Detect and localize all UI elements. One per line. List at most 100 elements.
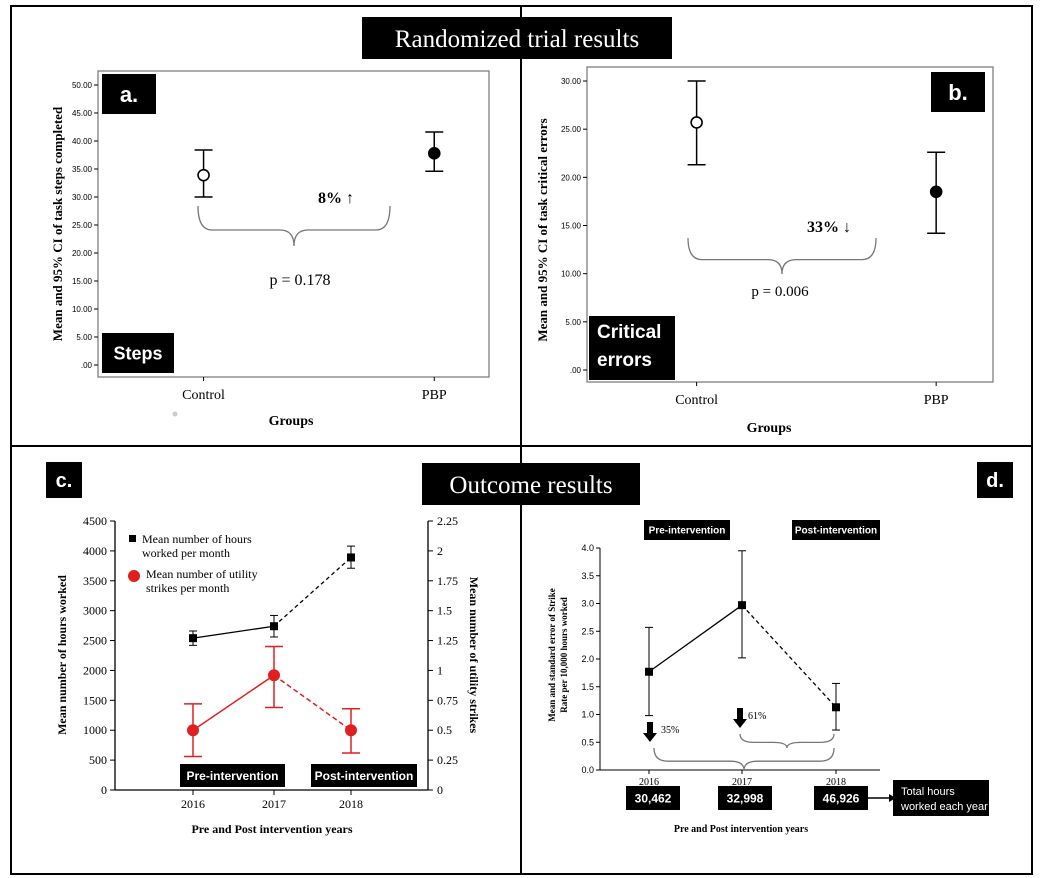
y-tick-label: 25.00 [72,221,93,230]
left-y-tick-label: 4500 [83,514,107,528]
y-tick-label: 15.00 [561,222,582,231]
stray-dot [172,411,178,417]
rate-line-post [741,604,837,708]
rate-point [645,667,653,676]
post-comparison-brace [739,733,835,749]
left-y-tick-label: 3000 [83,604,107,618]
y-tick-label: .00 [81,361,93,370]
panel-label-c-box [46,462,82,498]
right-y-tick-label: 1.25 [437,634,458,648]
y-tick-label: 0.0 [581,765,594,775]
total-hours-2017-box [718,786,772,810]
y-tick-label: 5.00 [565,318,581,327]
post-intervention-label-text: Post-intervention [795,526,877,537]
total-hours-2018-box [814,786,868,810]
total-hours-caption-box [893,780,989,816]
y-tick-label: 10.00 [561,270,582,279]
corner-label-line-1: Critical [597,322,661,343]
y-tick-label: 4.0 [581,543,594,553]
x-axis-title: Groups [747,421,792,436]
strikes-point [345,724,357,737]
x-tick-label: 2016 [639,777,659,788]
plot-frame [97,70,490,378]
y-tick-label: 20.00 [72,249,93,258]
corner-label-line-2: errors [597,350,652,371]
panel-frames [10,5,1033,875]
strikes-point [268,669,280,682]
panel-c-outcome-hours-strikes-chart: c. 0 500 1000 1500 2000 2500 3000 3500 4000 4500 0 0… [46,462,481,836]
y-tick-label: .00 [570,366,582,375]
change-annotation: 8% ↑ [318,190,354,207]
total-hours-2017-text: 32,998 [727,791,764,805]
y-tick-label: 0.5 [581,737,594,747]
hours-point [270,622,278,631]
total-hours-2018-text: 46,926 [823,791,860,805]
total-hours-2016-text: 30,462 [635,791,672,805]
pre-intervention-label-text: Pre-intervention [649,526,726,537]
pbp-mean-point [929,185,943,199]
left-y-tick-label: 500 [89,753,107,767]
x-tick-label: PBP [924,393,949,408]
y-axis-title: Mean and 95% CI of task critical errors [535,118,550,341]
right-y-tick-label: 2.25 [437,514,458,528]
down-arrow-icon [733,708,747,728]
right-y-tick-label: 1.75 [437,574,458,588]
x-tick-label: PBP [422,388,447,403]
panel-label-d-text: d. [986,470,1004,492]
legend-hours-label-1: Mean number of hours [142,532,252,546]
comparison-brace [687,237,877,275]
right-y-tick-label: 2 [437,544,443,558]
y-tick-label: 20.00 [561,173,582,182]
critical-errors-corner-box [589,316,675,380]
x-tick-label: Control [675,393,718,408]
rate-point [832,703,840,712]
panel-a-steps-chart: .00 5.00 10.00 15.00 20.00 25.00 30.00 35.00 40.… [50,70,490,429]
p-value-annotation: p = 0.178 [269,272,330,289]
left-y-axis-title: Mean number of hours worked [55,575,69,735]
y-tick-label: 10.00 [72,305,93,314]
pre-intervention-label-text: Pre-intervention [186,769,278,783]
right-y-tick-label: 0.5 [437,723,452,737]
y-tick-label: 30.00 [72,193,93,202]
y-tick-label: 50.00 [72,81,93,90]
panel-label-c-text: c. [56,470,73,492]
pre-intervention-label-box [180,764,285,787]
x-tick-label: 2017 [262,797,286,811]
comparison-brace [197,205,391,247]
bottom-title-box [422,463,640,505]
legend-strikes-marker [128,570,140,582]
panel-label-b-box [931,72,985,112]
bottom-title-text: Outcome results [449,472,612,499]
y-tick-label: 40.00 [72,137,93,146]
change-annotation: 33% ↓ [807,219,851,236]
panel-label-d-box [977,462,1013,498]
steps-corner-label-text: Steps [113,343,162,363]
top-title-box [362,17,672,59]
down-arrow-icon [643,722,657,742]
hours-point [189,634,197,643]
x-tick-label: 2018 [339,797,363,811]
p-value-annotation: p = 0.006 [751,284,809,300]
legend-hours-label-2: worked per month [142,546,230,560]
panel-d-strike-rate-chart: d. 0.0 0.5 1.0 1.5 2.0 2.5 3.0 3.5 4.0 2016 2017 201… [547,462,1013,835]
x-tick-label: 2017 [732,777,752,788]
y-tick-label: 3.5 [581,571,594,581]
top-title-text: Randomized trial results [395,26,639,53]
right-y-tick-label: 0.75 [437,693,458,707]
left-y-tick-label: 1500 [83,693,107,707]
left-y-tick-label: 4000 [83,544,107,558]
overall-comparison-brace [653,747,835,771]
x-tick-label: Control [182,388,225,403]
y-tick-label: 1.0 [581,710,594,720]
y-tick-label: 5.00 [76,333,92,342]
total-hours-caption-1: Total hours [901,786,955,798]
y-axis-title: Mean and 95% CI of task steps completed [50,106,65,341]
left-y-tick-label: 2500 [83,634,107,648]
pbp-mean-point [427,147,441,160]
bottom-section-title: Outcome results [422,463,640,505]
left-y-tick-label: 1000 [83,723,107,737]
x-tick-label: 2018 [826,777,846,788]
control-mean-point [690,116,703,129]
total-hours-2016-box [626,786,680,810]
